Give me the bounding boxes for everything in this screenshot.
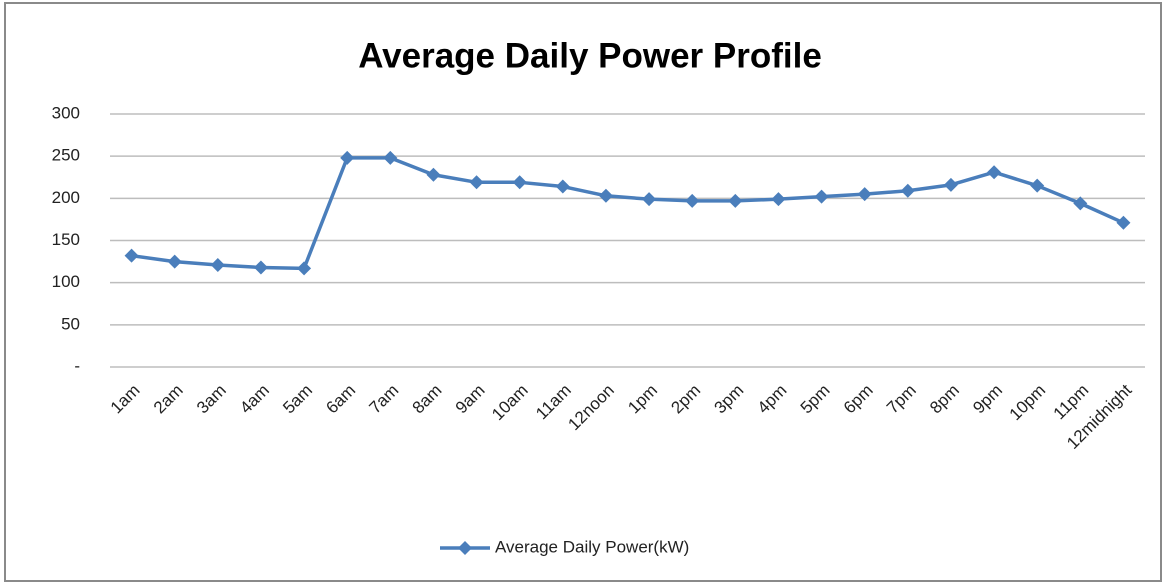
chart-title: Average Daily Power Profile [358,36,822,75]
data-point [814,189,829,204]
data-point [598,188,613,203]
legend-marker [458,541,472,555]
data-point [253,260,268,275]
data-point [340,150,355,165]
chart-frame [4,2,1162,582]
data-point [857,187,872,202]
data-point [1116,215,1131,230]
data-point [1073,196,1088,211]
data-point [383,150,398,165]
data-point [210,257,225,272]
data-point [555,179,570,194]
data-point [124,248,139,263]
data-point [426,167,441,182]
data-point [469,175,484,190]
y-tick-label: 200 [52,188,80,207]
data-point [987,165,1002,180]
legend-label: Average Daily Power(kW) [495,537,689,556]
data-point [512,175,527,190]
data-point [728,193,743,208]
data-point [900,183,915,198]
data-point [943,177,958,192]
data-point [771,192,786,207]
y-tick-label: 100 [52,272,80,291]
y-tick-label: 150 [52,230,80,249]
data-point [167,254,182,269]
series-line [131,156,1125,271]
y-tick-label: 300 [52,103,80,122]
y-tick-label: - [74,356,80,375]
data-point [685,193,700,208]
data-point [297,261,312,276]
y-tick-label: 50 [61,314,80,333]
y-tick-label: 250 [52,146,80,165]
data-point [642,192,657,207]
data-point [1030,178,1045,193]
